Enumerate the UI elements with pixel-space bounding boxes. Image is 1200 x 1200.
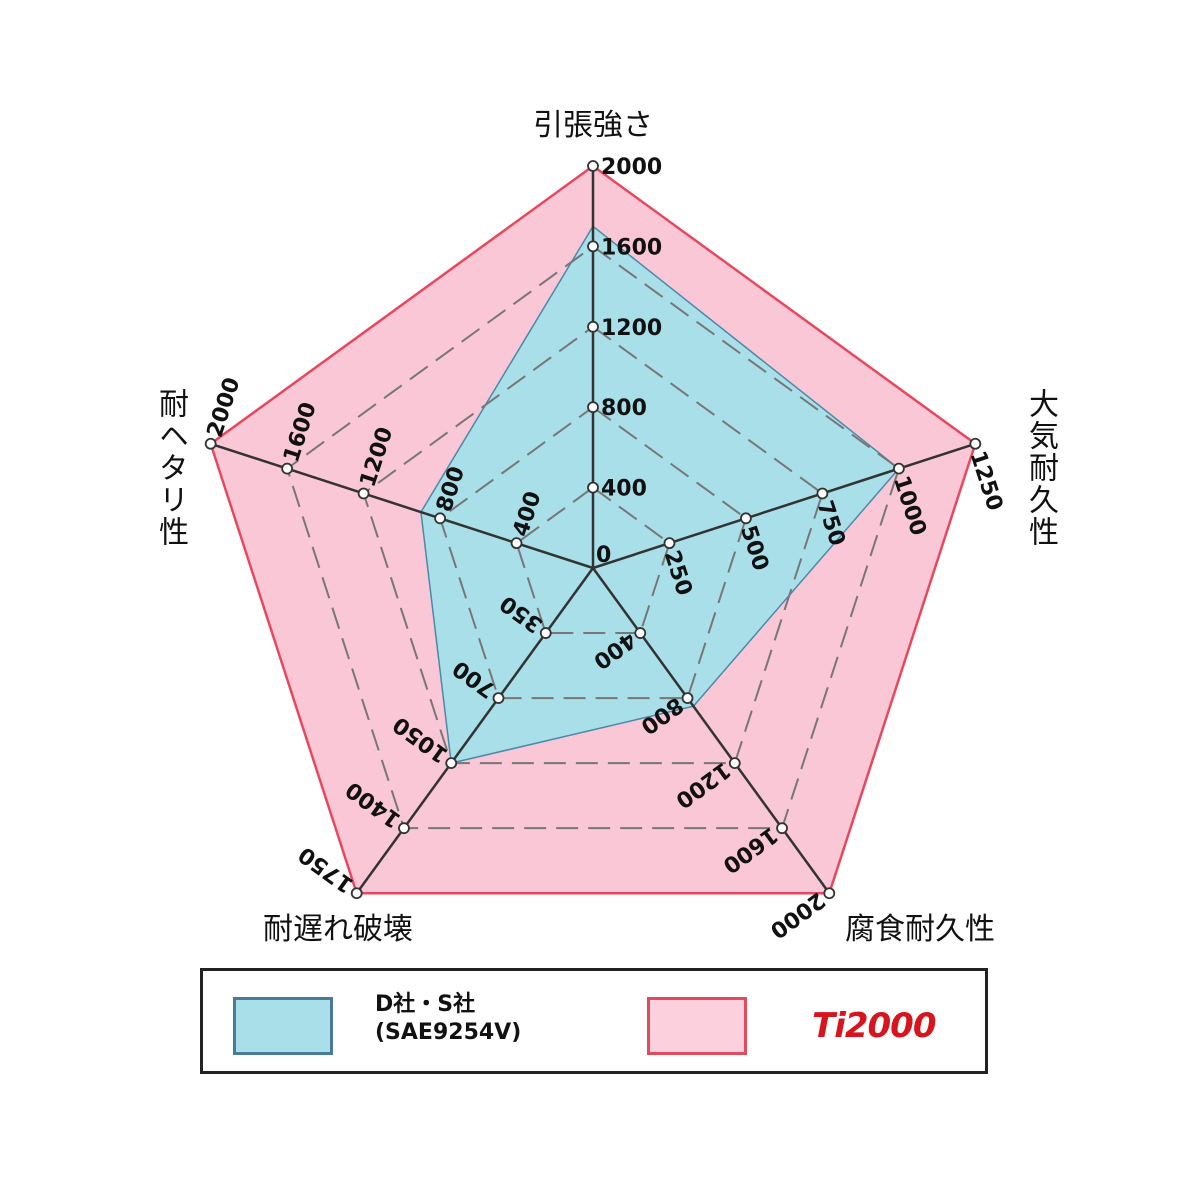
tick-marker <box>357 487 370 500</box>
tick-marker <box>434 512 446 525</box>
tick-marker <box>823 887 836 900</box>
tick-marker <box>634 627 647 639</box>
legend: D社・S社 (SAE9254V) <box>200 968 988 1074</box>
tick-marker <box>587 481 599 494</box>
tick-label: 400 <box>601 477 647 502</box>
legend-swatch-sae9254v <box>233 997 333 1055</box>
tick-marker <box>663 537 676 550</box>
tick-marker <box>587 160 599 172</box>
tick-label: 2000 <box>601 155 662 180</box>
tick-label: 2000 <box>765 887 829 943</box>
axis-line <box>355 567 595 894</box>
tick-label: 800 <box>601 396 647 421</box>
legend-label-line2: (SAE9254V) <box>375 1020 522 1045</box>
tick-label: 1250 <box>964 448 1007 514</box>
axis-title-sag-resistance: 耐ヘタリ性 <box>153 388 188 548</box>
tick-marker <box>350 887 363 900</box>
tick-marker <box>492 692 505 704</box>
tick-marker <box>740 512 752 525</box>
tick-label: 0 <box>596 543 611 568</box>
grid-ring <box>362 325 824 765</box>
axis-title-corrosion-durability: 腐食耐久性 <box>845 912 995 947</box>
axis-title-atmospheric-durability: 大気耐久性 <box>1023 388 1058 548</box>
axis-line <box>210 442 594 570</box>
axis-line <box>591 567 831 894</box>
legend-label-line1: D社・S社 <box>375 992 476 1017</box>
tick-label: 1600 <box>601 235 662 260</box>
tick-marker <box>816 487 829 500</box>
series-area-1 <box>420 225 900 765</box>
axis-title-delayed-fracture: 耐遅れ破壊 <box>263 912 413 947</box>
tick-marker <box>281 462 294 475</box>
tick-marker <box>398 822 410 835</box>
tick-label: 1200 <box>601 316 662 341</box>
tick-marker <box>539 627 552 639</box>
tick-marker <box>510 537 523 550</box>
tick-marker <box>681 692 694 704</box>
tick-marker <box>892 462 905 475</box>
tick-marker <box>728 757 741 770</box>
axis-line <box>592 442 976 570</box>
tick-marker <box>587 401 599 414</box>
grid-ring <box>515 486 671 635</box>
grid-ring <box>285 245 901 830</box>
grid-ring <box>438 405 748 700</box>
ti2000-logo: Ti2000 <box>812 1006 936 1046</box>
axis-title-tensile-strength: 引張強さ <box>533 108 653 143</box>
tick-marker <box>587 240 599 253</box>
tick-marker <box>776 822 788 835</box>
tick-marker <box>587 320 599 333</box>
tick-marker <box>445 757 458 770</box>
tick-marker <box>204 437 217 450</box>
legend-swatch-ti2000 <box>647 997 747 1055</box>
tick-marker <box>969 437 982 450</box>
